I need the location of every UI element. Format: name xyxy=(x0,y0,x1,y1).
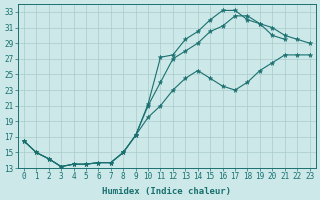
X-axis label: Humidex (Indice chaleur): Humidex (Indice chaleur) xyxy=(102,187,231,196)
